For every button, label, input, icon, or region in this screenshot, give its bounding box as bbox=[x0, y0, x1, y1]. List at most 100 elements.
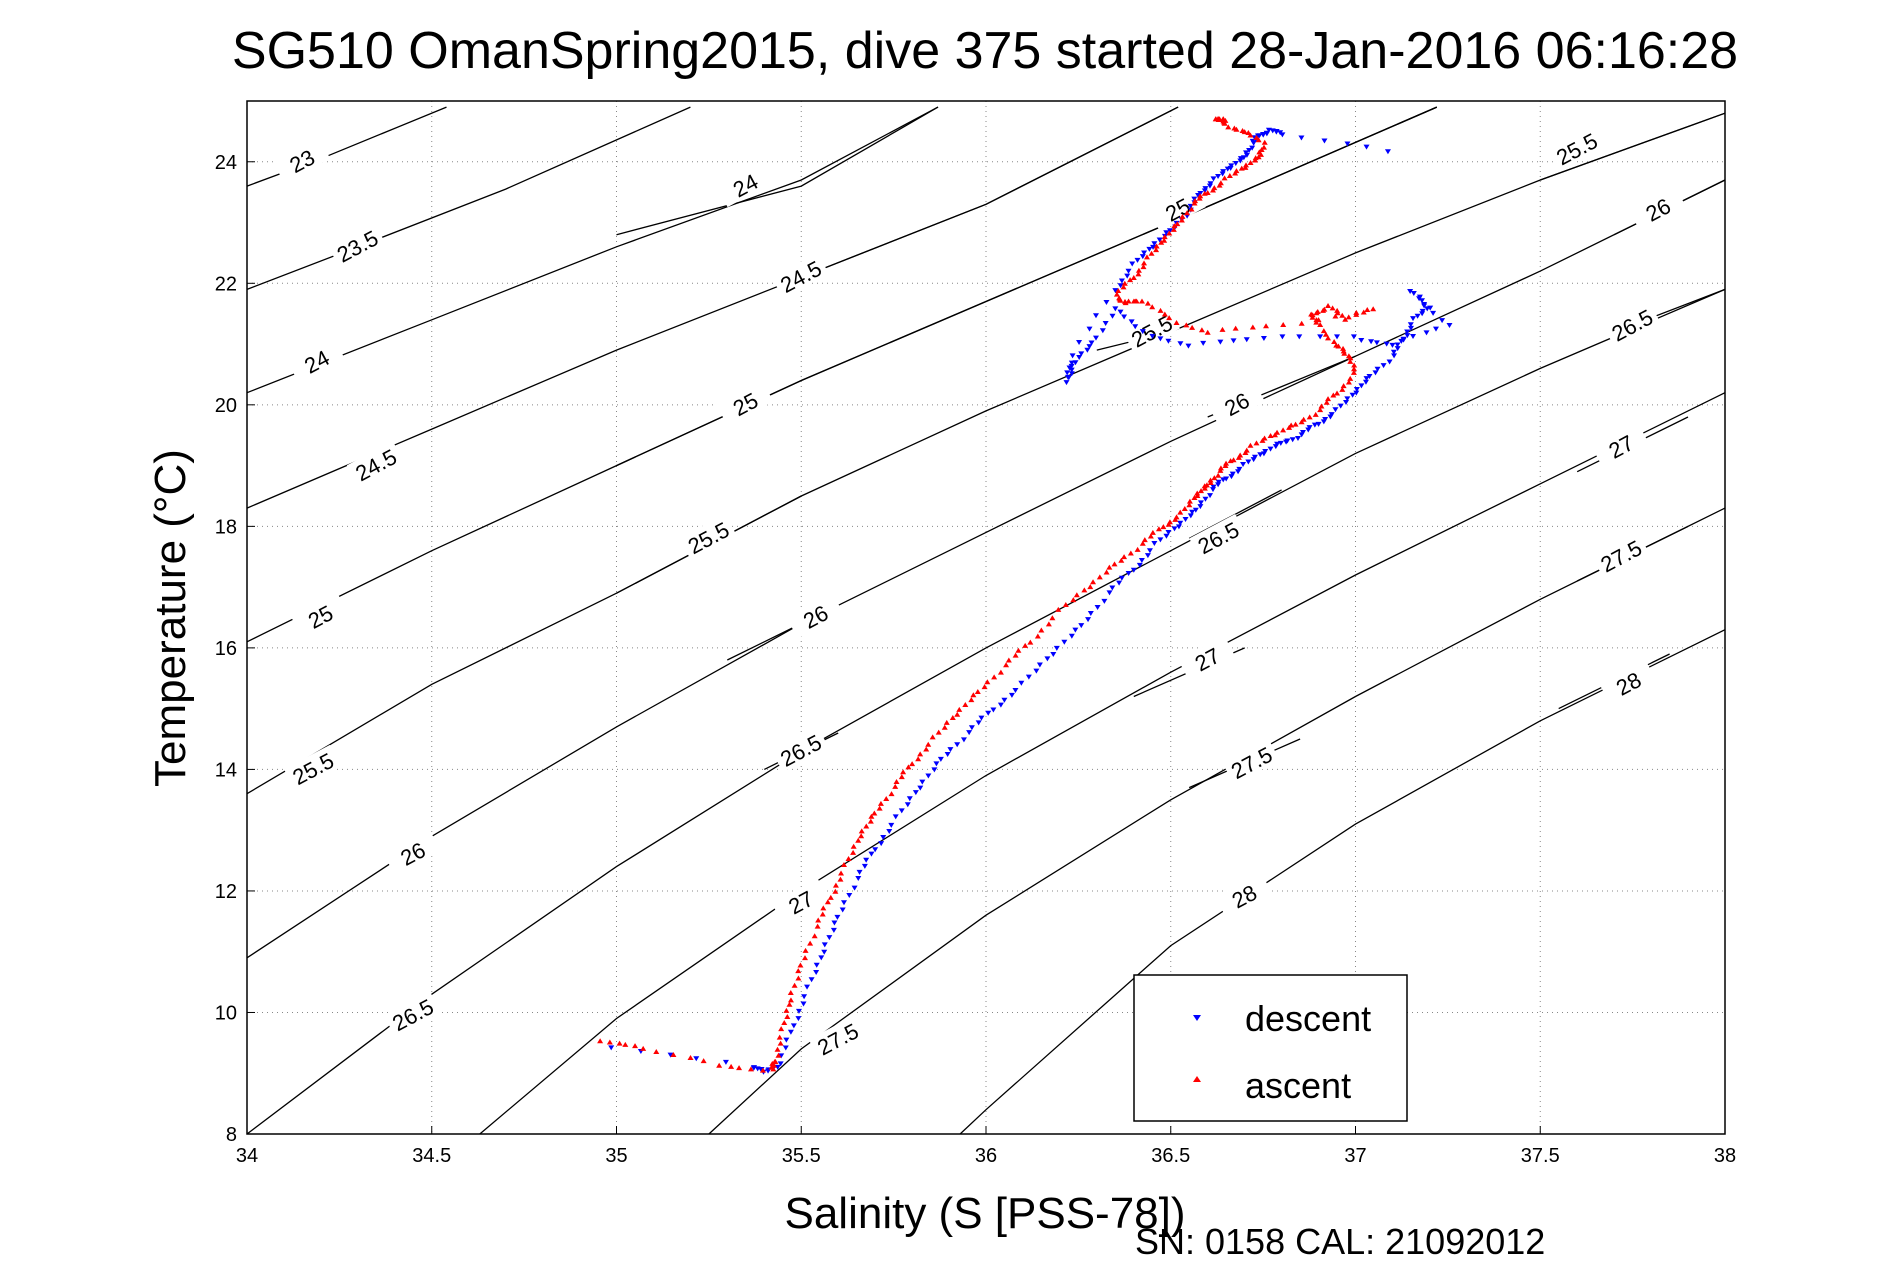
descent-point bbox=[1419, 311, 1426, 317]
descent-point bbox=[861, 863, 868, 869]
ascent-point bbox=[1323, 399, 1330, 405]
descent-point bbox=[1192, 507, 1199, 513]
descent-point bbox=[1251, 454, 1258, 460]
descent-point bbox=[1141, 250, 1148, 256]
descent-point bbox=[783, 1037, 790, 1043]
x-tick-label: 34 bbox=[236, 1145, 258, 1167]
descent-point bbox=[1175, 524, 1182, 530]
ascent-point bbox=[981, 684, 988, 690]
contour-label-bg bbox=[786, 592, 844, 639]
y-tick-label: 14 bbox=[215, 759, 237, 781]
descent-point bbox=[1118, 575, 1125, 581]
legend-descent-marker bbox=[1193, 1015, 1201, 1021]
ascent-point bbox=[811, 933, 818, 939]
ascent-point bbox=[776, 1034, 783, 1040]
descent-point bbox=[1383, 341, 1390, 347]
ascent-point bbox=[956, 706, 963, 712]
descent-point bbox=[1373, 340, 1380, 346]
descent-point bbox=[1249, 145, 1256, 151]
ascent-point bbox=[1351, 362, 1358, 368]
descent-point bbox=[1125, 570, 1132, 576]
ascent-point bbox=[807, 940, 814, 946]
descent-point bbox=[1334, 334, 1341, 340]
density-contour-line bbox=[246, 112, 1726, 795]
calibration-footer: SN: 0158 CAL: 21092012 bbox=[1135, 1221, 1545, 1262]
ascent-point bbox=[997, 669, 1004, 675]
descent-point bbox=[892, 814, 899, 820]
ascent-point bbox=[1221, 175, 1228, 181]
ascent-point bbox=[1184, 210, 1191, 216]
descent-point bbox=[1146, 548, 1153, 554]
descent-point bbox=[790, 1023, 797, 1029]
descent-point bbox=[1085, 617, 1092, 623]
ascent-point bbox=[824, 899, 831, 905]
descent-point bbox=[1109, 313, 1116, 319]
ascent-point bbox=[1239, 127, 1246, 133]
descent-point bbox=[1012, 688, 1019, 694]
descent-point bbox=[1419, 308, 1426, 314]
ascent-point bbox=[1027, 639, 1034, 645]
descent-point bbox=[782, 1045, 789, 1051]
descent-point bbox=[1368, 339, 1375, 345]
ascent-point bbox=[1022, 642, 1029, 648]
ascent-point bbox=[1181, 505, 1188, 511]
contour-label-bg bbox=[1122, 307, 1180, 353]
contour-label-bg bbox=[287, 337, 345, 384]
descent-point bbox=[1215, 173, 1222, 179]
density-contour-line bbox=[479, 392, 1726, 1135]
contour-label-bg bbox=[771, 252, 829, 299]
descent-point bbox=[1363, 376, 1370, 382]
ascent-point bbox=[1225, 124, 1232, 130]
ascent-point bbox=[915, 756, 922, 762]
descent-point bbox=[1065, 375, 1072, 381]
descent-point bbox=[1068, 633, 1075, 639]
ascent-point bbox=[827, 894, 834, 900]
ascent-point bbox=[974, 689, 981, 695]
descent-point bbox=[1256, 133, 1263, 139]
ascent-point bbox=[1113, 291, 1120, 297]
ascent-point bbox=[1144, 300, 1151, 306]
descent-point bbox=[1407, 322, 1414, 328]
descent-point bbox=[1421, 303, 1428, 309]
descent-point bbox=[1389, 342, 1396, 348]
contour-label-bg bbox=[1592, 532, 1650, 578]
descent-point bbox=[960, 737, 967, 743]
descent-point bbox=[1068, 371, 1075, 377]
contour-label-bg bbox=[1592, 422, 1650, 469]
ascent-point bbox=[1090, 579, 1097, 585]
descent-point bbox=[818, 955, 825, 961]
descent-point bbox=[787, 1029, 794, 1035]
ascent-point bbox=[1345, 379, 1352, 385]
ascent-point bbox=[923, 746, 930, 752]
descent-point bbox=[1257, 452, 1264, 458]
ascent-point bbox=[1198, 327, 1205, 333]
ascent-point bbox=[1141, 537, 1148, 543]
descent-point bbox=[826, 935, 833, 941]
ascent-point bbox=[1340, 383, 1347, 389]
descent-point bbox=[839, 907, 846, 913]
ascent-point bbox=[1106, 564, 1113, 570]
ascent-point bbox=[1211, 475, 1218, 481]
ascent-point bbox=[1219, 326, 1226, 332]
descent-point bbox=[931, 767, 938, 773]
descent-point bbox=[1117, 309, 1124, 315]
descent-point bbox=[1267, 446, 1274, 452]
ascent-point bbox=[653, 1048, 660, 1054]
descent-point bbox=[1136, 562, 1143, 568]
descent-point bbox=[1279, 132, 1286, 138]
descent-point bbox=[1202, 186, 1209, 192]
descent-point bbox=[1156, 237, 1163, 243]
descent-point bbox=[1165, 338, 1172, 344]
descent-point bbox=[1139, 329, 1146, 335]
ascent-point bbox=[1015, 647, 1022, 653]
ascent-point bbox=[1166, 519, 1173, 525]
descent-point bbox=[1404, 329, 1411, 335]
ascent-point bbox=[1340, 345, 1347, 351]
ascent-point bbox=[1360, 309, 1367, 315]
contour-label-bg bbox=[328, 222, 386, 268]
descent-point bbox=[1215, 482, 1222, 488]
ascent-point bbox=[802, 955, 809, 961]
ascent-point bbox=[1317, 322, 1324, 328]
descent-point bbox=[1332, 407, 1339, 413]
descent-point bbox=[1284, 438, 1291, 444]
